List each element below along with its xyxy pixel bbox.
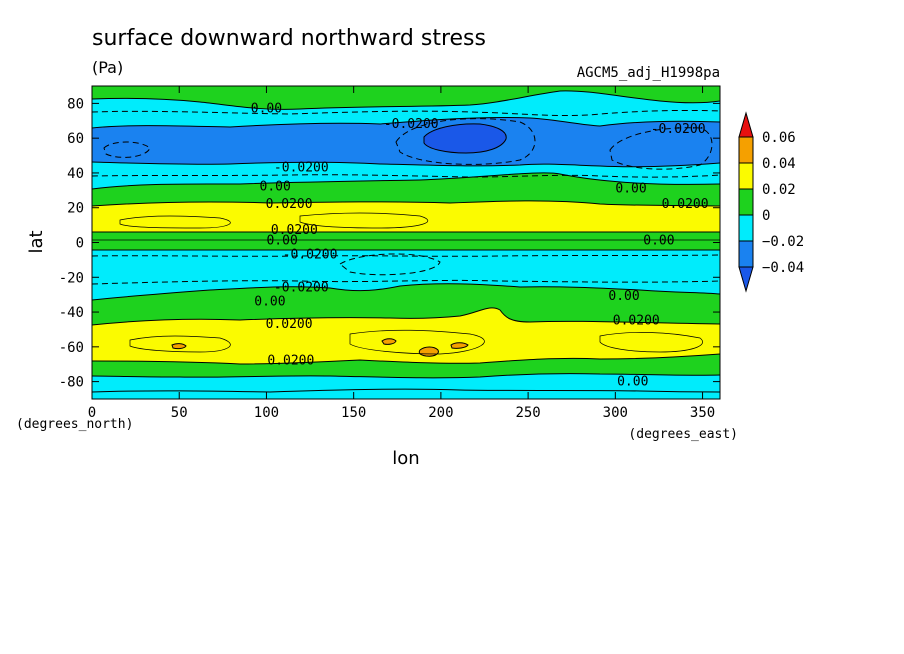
contour-label: 0.00 xyxy=(260,180,291,195)
y-tick-label: 60 xyxy=(67,131,84,147)
contour-label: -0.0200 xyxy=(274,280,329,295)
x-tick-label: 150 xyxy=(341,405,366,421)
band-north-blue xyxy=(92,117,720,167)
y-tick-label: 20 xyxy=(67,201,84,217)
x-tick-label: 200 xyxy=(428,405,453,421)
colorbar-label: 0.06 xyxy=(762,130,796,146)
contour-label: 0.00 xyxy=(251,101,282,116)
colorbar-segment xyxy=(738,136,754,164)
y-axis-units: (degrees_north) xyxy=(16,417,133,432)
contour-label: 0.0200 xyxy=(266,197,313,212)
band-north-polar xyxy=(92,86,720,110)
colorbar-label: 0 xyxy=(762,208,770,224)
contour-label: 0.0200 xyxy=(662,197,709,212)
x-tick-label: 250 xyxy=(515,405,540,421)
y-tick-label: 0 xyxy=(76,236,84,252)
y-tick-label: -40 xyxy=(59,305,84,321)
x-axis-ticks: 0 50 100 150 200 250 300 350 xyxy=(88,86,715,421)
band-north-yellow xyxy=(92,200,720,233)
thin-contours xyxy=(119,212,703,355)
dashed-contours xyxy=(92,109,720,285)
x-axis-units: (degrees_east) xyxy=(628,427,738,442)
colorbar-label: 0.04 xyxy=(762,156,796,172)
chart-units: (Pa) xyxy=(92,58,123,77)
colorbar-label: −0.02 xyxy=(762,234,804,250)
chart-title: surface downward northward stress xyxy=(92,26,486,51)
contour-label: 0.00 xyxy=(266,234,297,249)
x-tick-label: 300 xyxy=(603,405,628,421)
y-tick-label: -20 xyxy=(59,270,84,286)
orange-max-4 xyxy=(171,343,187,350)
y-tick-label: -80 xyxy=(59,375,84,391)
contour-label: -0.0200 xyxy=(283,247,338,262)
contour-label: 0.0200 xyxy=(271,223,318,238)
contour-label: 0.00 xyxy=(254,294,285,309)
contour-label: 0.0200 xyxy=(266,317,313,332)
band-south-polar xyxy=(92,389,720,399)
y-tick-label: -60 xyxy=(59,340,84,356)
contour-lines xyxy=(92,90,720,393)
y-tick-label: 40 xyxy=(67,166,84,182)
contour-label: 0.0200 xyxy=(613,313,660,328)
y-tick-label: 80 xyxy=(67,96,84,112)
colorbar-label: 0.02 xyxy=(762,182,796,198)
contour-label: -0.0200 xyxy=(274,160,329,175)
colorbar-extend-low xyxy=(738,266,754,293)
contour-label: 0.00 xyxy=(643,234,674,249)
colorbar-segment xyxy=(738,162,754,190)
colorbar-extend-high xyxy=(738,111,754,138)
colorbar: 0.06 0.04 0.02 0 −0.02 −0.04 xyxy=(738,111,804,293)
colorbar-label: −0.04 xyxy=(762,260,804,276)
contour-label: 0.0200 xyxy=(267,353,314,368)
orange-max-2 xyxy=(381,338,397,345)
x-axis-label: lon xyxy=(392,448,419,469)
colorbar-segment xyxy=(738,214,754,242)
y-axis-label: lat xyxy=(26,230,47,253)
colorbar-segment xyxy=(738,240,754,268)
x-tick-label: 50 xyxy=(171,405,188,421)
y-axis-ticks: 80 60 40 20 0 -20 -40 -60 -80 xyxy=(59,96,720,391)
contour-label: -0.0200 xyxy=(651,122,706,137)
orange-max-3 xyxy=(450,342,469,349)
deep-low-north xyxy=(424,123,507,153)
run-label: AGCM5_adj_H1998pa xyxy=(577,65,720,81)
x-tick-label: 0 xyxy=(88,405,96,421)
colorbar-segment xyxy=(738,188,754,216)
contour-label: 0.00 xyxy=(615,181,646,196)
band-equatorial-green xyxy=(92,232,720,250)
contour-label: -0.0200 xyxy=(384,117,439,132)
x-tick-label: 350 xyxy=(690,405,715,421)
contour-label: 0.00 xyxy=(617,374,648,389)
contour-label: 0.00 xyxy=(608,289,639,304)
orange-max-1 xyxy=(418,346,439,357)
x-tick-label: 100 xyxy=(254,405,279,421)
